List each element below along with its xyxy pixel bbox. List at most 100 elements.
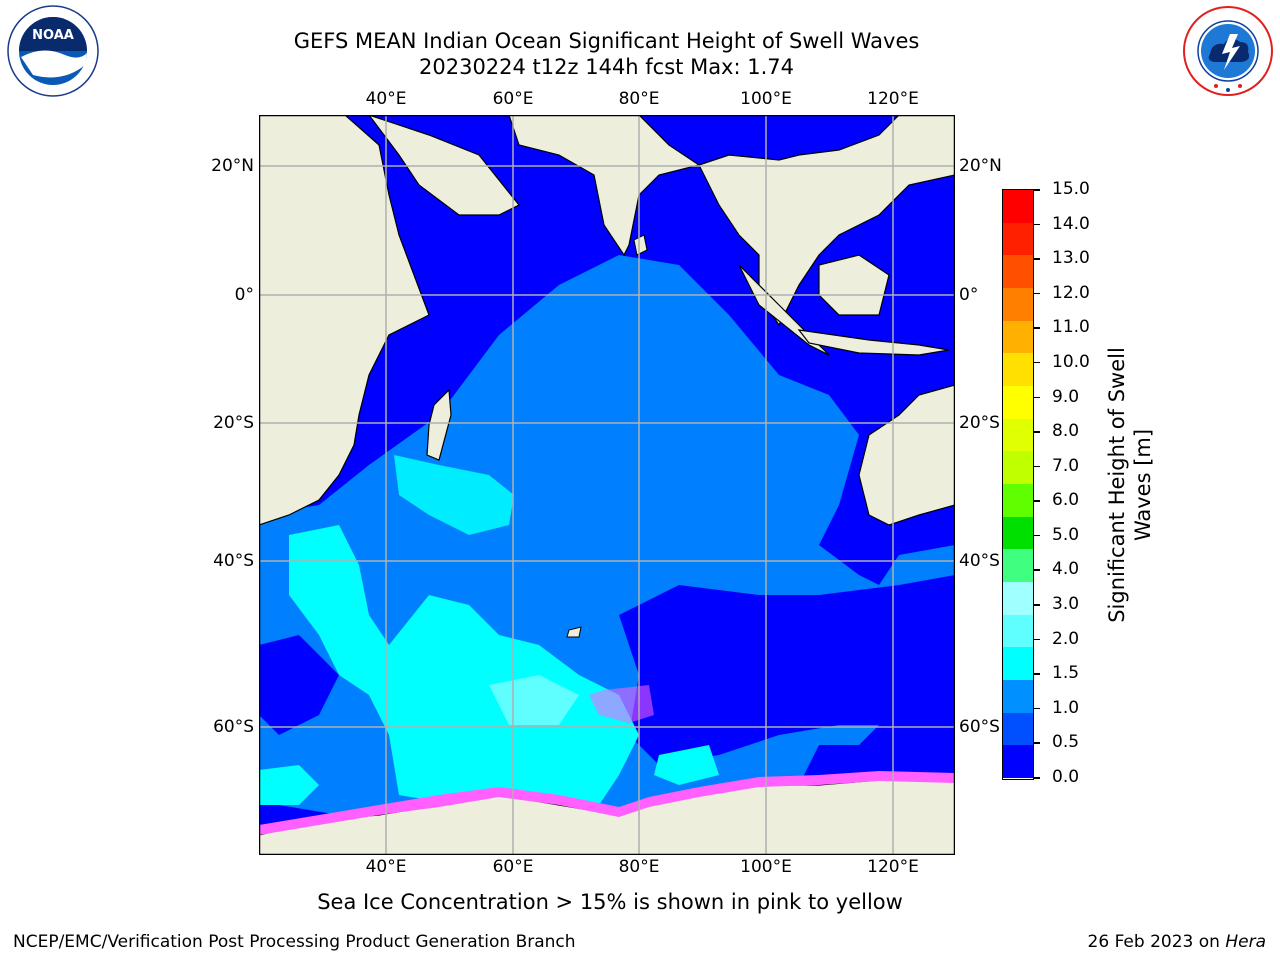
colorbar-segment bbox=[1003, 484, 1033, 518]
lat-label-left-60s: 60°S bbox=[213, 717, 254, 737]
lon-label-top-60e: 60°E bbox=[492, 89, 534, 109]
map-frame bbox=[259, 115, 955, 855]
colorbar-segment bbox=[1003, 190, 1033, 224]
sea-ice-fringe bbox=[259, 771, 955, 835]
colorbar-segment bbox=[1003, 255, 1033, 289]
noaa-logo-text: NOAA bbox=[32, 28, 74, 43]
colorbar-tick-label: 10.0 bbox=[1052, 351, 1090, 372]
colorbar-segment bbox=[1003, 451, 1033, 485]
colorbar-tick-mark bbox=[1034, 604, 1040, 606]
colorbar-segment bbox=[1003, 582, 1033, 616]
land-madagascar bbox=[426, 388, 452, 461]
colorbar-tick-label: 7.0 bbox=[1052, 455, 1080, 476]
lat-label-left-40s: 40°S bbox=[213, 551, 254, 571]
colorbar-segment bbox=[1003, 549, 1033, 583]
colorbar-tick-mark bbox=[1034, 638, 1040, 641]
colorbar-label-line2: Waves [m] bbox=[1131, 428, 1155, 542]
colorbar-tick-label: 1.0 bbox=[1052, 697, 1080, 718]
colorbar-tick-mark bbox=[1034, 189, 1040, 191]
sea-ice-caption: Sea Ice Concentration > 15% is shown in … bbox=[317, 890, 903, 914]
colorbar-segment bbox=[1003, 353, 1033, 387]
lon-label-bottom-100e: 100°E bbox=[740, 857, 792, 877]
map-subtitle: 20230224 t12z 144h fcst Max: 1.74 bbox=[419, 55, 794, 79]
sea-ice-patch bbox=[589, 685, 654, 723]
colorbar-tick-label: 12.0 bbox=[1052, 282, 1090, 303]
colorbar-tick-label: 1.5 bbox=[1052, 663, 1080, 684]
colorbar-tick-mark bbox=[1034, 361, 1040, 364]
lat-label-right-20s: 20°S bbox=[959, 413, 1000, 433]
colorbar-tick-mark bbox=[1034, 707, 1040, 710]
colorbar-tick-mark bbox=[1034, 673, 1040, 675]
colorbar-segment bbox=[1003, 386, 1033, 420]
colorbar-tick-label: 6.0 bbox=[1052, 490, 1080, 511]
lat-label-left-20s: 20°S bbox=[213, 413, 254, 433]
footer-date-text: 26 Feb 2023 on bbox=[1087, 932, 1226, 952]
lat-label-right-0: 0° bbox=[959, 285, 979, 305]
swell-height-map bbox=[259, 115, 955, 855]
colorbar-tick-mark bbox=[1034, 431, 1040, 433]
ocean-low-patch bbox=[619, 575, 955, 765]
colorbar-segment bbox=[1003, 712, 1033, 746]
colorbar-tick-label: 8.0 bbox=[1052, 421, 1080, 442]
colorbar bbox=[1002, 189, 1034, 780]
land-arabia bbox=[368, 115, 520, 216]
lon-label-top-120e: 120°E bbox=[867, 89, 919, 109]
colorbar-tick-label: 3.0 bbox=[1052, 594, 1080, 615]
lon-label-bottom-40e: 40°E bbox=[365, 857, 407, 877]
land-india bbox=[508, 115, 701, 257]
colorbar-tick-label: 0.0 bbox=[1052, 767, 1080, 787]
lon-label-bottom-60e: 60°E bbox=[492, 857, 534, 877]
colorbar-segment bbox=[1003, 647, 1033, 681]
lat-label-right-20n: 20°N bbox=[959, 156, 1002, 176]
lat-label-left-0: 0° bbox=[234, 285, 254, 305]
graticule bbox=[259, 115, 955, 855]
colorbar-tick-mark bbox=[1034, 500, 1040, 502]
colorbar-tick-mark bbox=[1034, 465, 1040, 468]
colorbar-segment bbox=[1003, 418, 1033, 452]
colorbar-tick-label: 5.0 bbox=[1052, 524, 1080, 545]
noaa-logo: NOAA bbox=[7, 5, 99, 97]
colorbar-segment bbox=[1003, 222, 1033, 256]
colorbar-segment bbox=[1003, 745, 1033, 779]
colorbar-segment bbox=[1003, 320, 1033, 354]
colorbar-tick-label: 9.0 bbox=[1052, 386, 1080, 407]
footer-machine: Hera bbox=[1225, 932, 1266, 952]
colorbar-tick-mark bbox=[1034, 258, 1040, 260]
colorbar-tick-label: 14.0 bbox=[1052, 213, 1090, 234]
land-java bbox=[797, 329, 950, 356]
footer-credit: NCEP/EMC/Verification Post Processing Pr… bbox=[13, 932, 576, 952]
colorbar-tick-mark bbox=[1034, 534, 1040, 537]
ocean-high-patch-2 bbox=[289, 525, 639, 815]
lon-label-top-100e: 100°E bbox=[740, 89, 792, 109]
nws-logo bbox=[1182, 5, 1274, 97]
colorbar-tick-mark bbox=[1034, 569, 1040, 571]
lon-label-top-40e: 40°E bbox=[365, 89, 407, 109]
lon-label-bottom-80e: 80°E bbox=[618, 857, 660, 877]
colorbar-tick-label: 13.0 bbox=[1052, 248, 1090, 269]
footer-date: 26 Feb 2023 on Hera bbox=[1088, 932, 1266, 952]
colorbar-tick-mark bbox=[1034, 327, 1040, 329]
colorbar-tick-mark bbox=[1034, 292, 1040, 295]
colorbar-tick-mark bbox=[1034, 223, 1040, 226]
colorbar-segment bbox=[1003, 614, 1033, 648]
map-title: GEFS MEAN Indian Ocean Significant Heigh… bbox=[293, 29, 920, 53]
colorbar-label-line1: Significant Height of Swell bbox=[1105, 347, 1129, 623]
colorbar-tick-label: 0.5 bbox=[1052, 732, 1080, 753]
lat-label-left-20n: 20°N bbox=[211, 156, 254, 176]
colorbar-tick-mark bbox=[1034, 742, 1040, 744]
colorbar-ticks: 15.0 14.0 13.0 12.0 11.0 10.0 9.0 8.0 7.0 6.0 5.0 4… bbox=[1034, 179, 1114, 787]
colorbar-tick-label: 11.0 bbox=[1052, 317, 1090, 338]
lat-label-right-60s: 60°S bbox=[959, 717, 1000, 737]
colorbar-tick-mark bbox=[1034, 777, 1040, 779]
colorbar-segment bbox=[1003, 516, 1033, 550]
ocean-high-patch-1 bbox=[394, 455, 514, 535]
land-australia bbox=[858, 384, 955, 526]
colorbar-tick-label: 15.0 bbox=[1052, 179, 1090, 199]
land-se-asia bbox=[698, 115, 955, 327]
lon-label-top-80e: 80°E bbox=[618, 89, 660, 109]
lat-label-right-40s: 40°S bbox=[959, 551, 1000, 571]
lon-label-bottom-120e: 120°E bbox=[867, 857, 919, 877]
colorbar-tick-label: 4.0 bbox=[1052, 559, 1080, 580]
ocean-higher-patch bbox=[489, 675, 579, 725]
colorbar-tick-label: 2.0 bbox=[1052, 628, 1080, 649]
